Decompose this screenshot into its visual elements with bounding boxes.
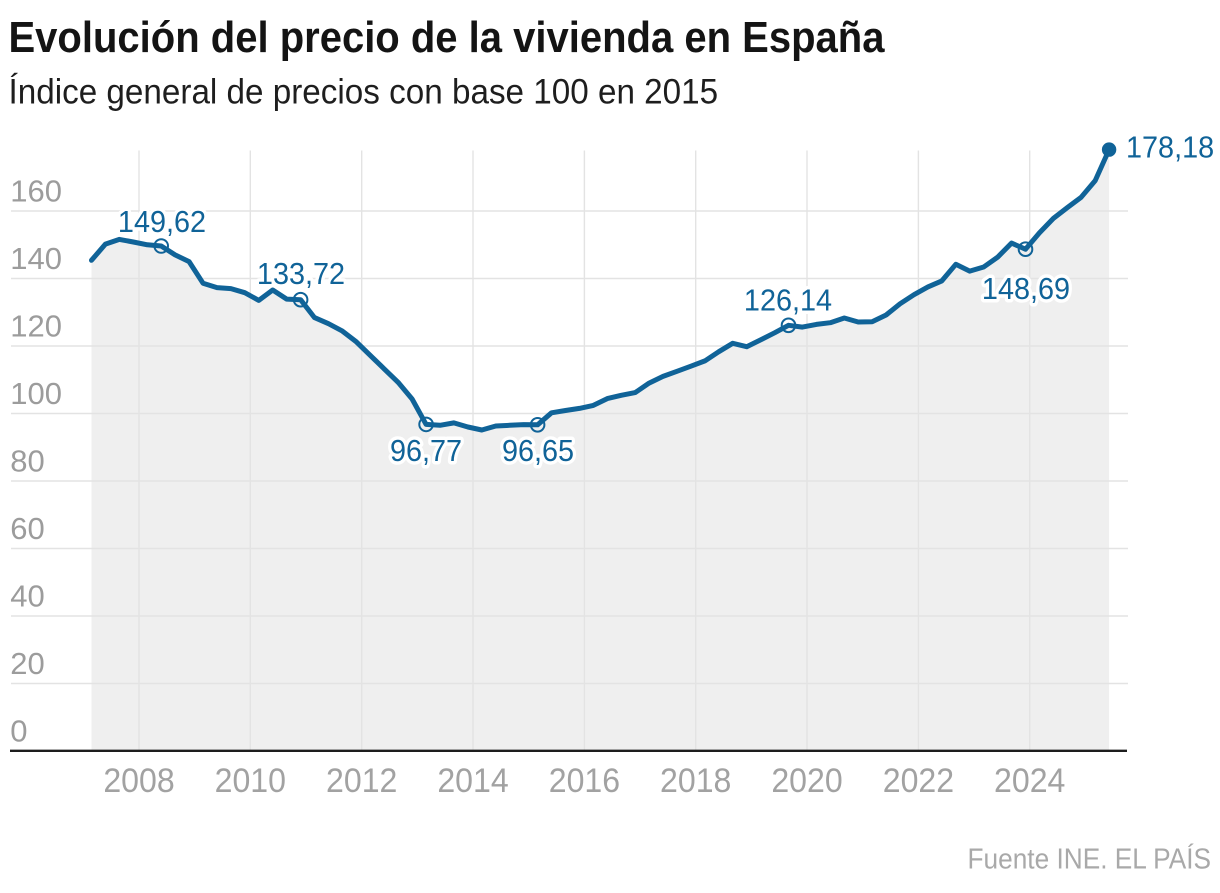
svg-text:178,18: 178,18 <box>1126 131 1214 165</box>
svg-text:Evolución del precio de la viv: Evolución del precio de la vivienda en E… <box>9 12 886 61</box>
svg-text:2024: 2024 <box>994 762 1065 800</box>
svg-text:2014: 2014 <box>437 762 508 800</box>
svg-text:149,62: 149,62 <box>118 205 206 239</box>
svg-text:100: 100 <box>10 376 62 411</box>
svg-text:Índice general de precios con: Índice general de precios con base 100 e… <box>9 73 719 112</box>
svg-text:2020: 2020 <box>771 762 842 800</box>
svg-text:126,14: 126,14 <box>744 284 832 318</box>
svg-text:96,65: 96,65 <box>502 434 574 468</box>
svg-text:148,69: 148,69 <box>982 272 1070 306</box>
svg-text:133,72: 133,72 <box>257 257 345 291</box>
svg-text:140: 140 <box>10 241 62 276</box>
svg-text:2018: 2018 <box>660 762 731 800</box>
svg-text:2008: 2008 <box>103 762 174 800</box>
svg-text:2012: 2012 <box>326 762 397 800</box>
svg-text:120: 120 <box>10 309 62 344</box>
svg-text:40: 40 <box>10 579 44 614</box>
svg-text:20: 20 <box>10 646 44 681</box>
svg-text:80: 80 <box>10 444 44 479</box>
svg-text:2010: 2010 <box>215 762 286 800</box>
svg-text:0: 0 <box>10 714 27 749</box>
svg-text:96,77: 96,77 <box>390 434 462 468</box>
svg-text:Fuente INE. EL PAÍS: Fuente INE. EL PAÍS <box>968 842 1211 875</box>
svg-text:160: 160 <box>10 174 62 209</box>
svg-text:2022: 2022 <box>883 762 954 800</box>
svg-text:2016: 2016 <box>549 762 620 800</box>
svg-text:60: 60 <box>10 511 44 546</box>
